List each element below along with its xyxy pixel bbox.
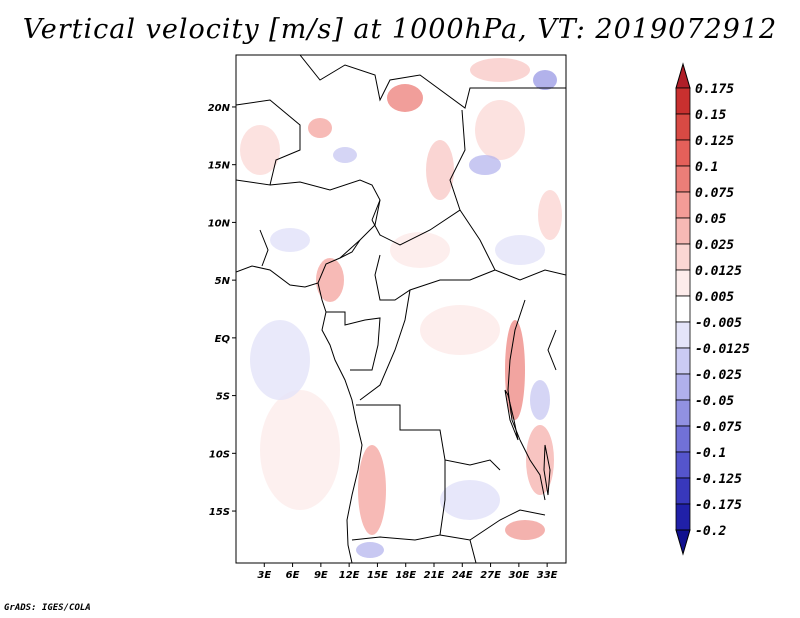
colorbar-swatch	[675, 87, 691, 115]
lat-tick-label: EQ	[215, 334, 231, 345]
lat-tick-label: 5N	[215, 276, 231, 287]
colorbar-label: 0.125	[695, 134, 734, 149]
colorbar-swatch	[675, 269, 691, 297]
coastlines-borders	[236, 55, 566, 563]
lon-tick-label: 33E	[537, 570, 558, 581]
colorbar-swatch	[675, 217, 691, 245]
colorbar-label: -0.0125	[695, 342, 750, 357]
colorbar-swatch	[675, 139, 691, 167]
colorbar-swatch	[675, 425, 691, 453]
map-title: Vertical velocity [m/s] at 1000hPa, VT: …	[22, 14, 778, 45]
lat-tick-label: 15N	[208, 161, 231, 172]
colorbar-label: -0.075	[695, 420, 742, 435]
grads-credit: GrADS: IGES/COLA	[4, 603, 91, 613]
colorbar-swatch	[675, 373, 691, 401]
colorbar-label: 0.0125	[695, 264, 742, 279]
colorbar-min-arrow	[675, 529, 691, 556]
lon-tick-label: 15E	[367, 570, 388, 581]
colorbar-label: -0.025	[695, 368, 742, 383]
velocity-field	[240, 58, 562, 558]
colorbar-label: -0.2	[695, 524, 726, 539]
map-panel	[235, 54, 567, 564]
colorbar-swatch	[675, 295, 691, 323]
lon-tick-label: 24E	[452, 570, 473, 581]
lon-tick-label: 3E	[257, 570, 271, 581]
colorbar-label: -0.05	[695, 394, 734, 409]
lon-tick-label: 9E	[314, 570, 328, 581]
lat-tick-label: 10N	[208, 218, 231, 229]
colorbar-label: -0.125	[695, 472, 742, 487]
colorbar: 0.175 0.15 0.125 0.1 0.075 0.05 0.025 0.0125 0.0…	[675, 62, 750, 556]
lon-tick-label: 21E	[424, 570, 445, 581]
colorbar-swatch	[675, 503, 691, 531]
colorbar-swatch	[675, 321, 691, 349]
colorbar-label: 0.005	[695, 290, 734, 305]
longitude-axis: 3E 6E 9E 12E 15E 18E 21E 24E 27E 30E 33E	[257, 563, 558, 581]
latitude-axis: 20N 15N 10N 5N EQ 5S 10S 15S	[208, 103, 236, 518]
colorbar-swatch	[675, 399, 691, 427]
lon-tick-label: 27E	[480, 570, 501, 581]
lon-tick-label: 12E	[339, 570, 360, 581]
colorbar-swatch	[675, 477, 691, 505]
lon-tick-label: 18E	[395, 570, 416, 581]
colorbar-label: 0.15	[695, 108, 726, 123]
colorbar-label: 0.075	[695, 186, 734, 201]
colorbar-label: -0.1	[695, 446, 726, 461]
colorbar-label: -0.005	[695, 316, 742, 331]
colorbar-label: 0.05	[695, 212, 726, 227]
lon-tick-label: 30E	[508, 570, 529, 581]
colorbar-swatch	[675, 243, 691, 271]
lat-tick-label: 15S	[209, 507, 230, 518]
colorbar-max-arrow	[675, 62, 691, 89]
colorbar-label: -0.175	[695, 498, 742, 513]
colorbar-swatch	[675, 113, 691, 141]
lat-tick-label: 10S	[209, 449, 230, 460]
lat-tick-label: 20N	[208, 103, 231, 114]
colorbar-label: 0.175	[695, 82, 734, 97]
colorbar-label: 0.1	[695, 160, 718, 175]
colorbar-swatch	[675, 191, 691, 219]
lon-tick-label: 6E	[286, 570, 300, 581]
colorbar-label: 0.025	[695, 238, 734, 253]
colorbar-swatch	[675, 165, 691, 193]
colorbar-swatch	[675, 451, 691, 479]
colorbar-swatch	[675, 347, 691, 375]
lat-tick-label: 5S	[216, 392, 230, 403]
